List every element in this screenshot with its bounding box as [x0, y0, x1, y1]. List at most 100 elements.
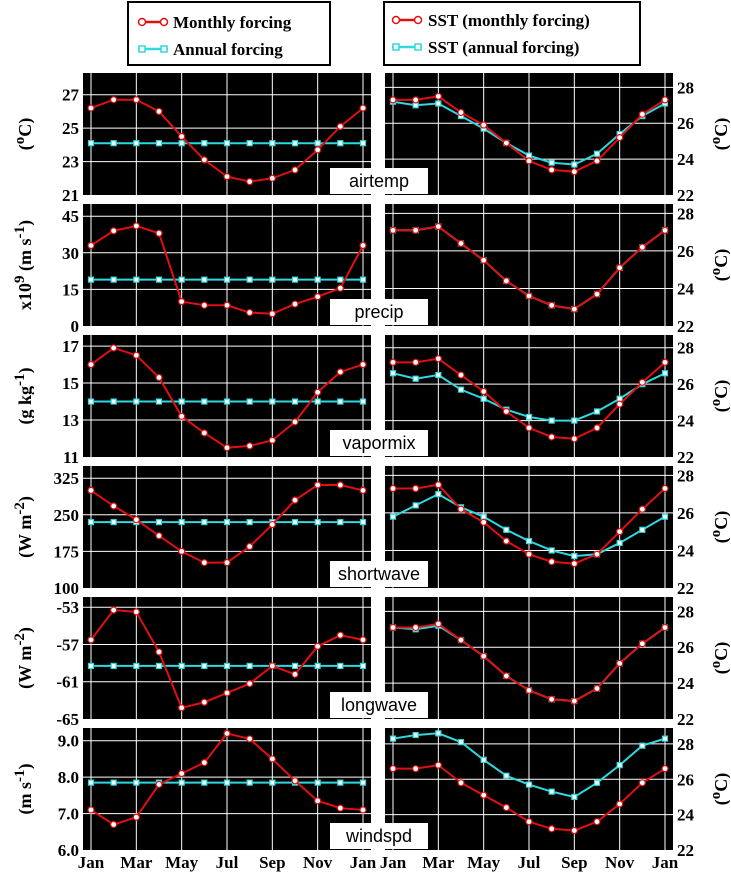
monthly-forcing-point [336, 368, 344, 376]
annual-forcing-point [291, 140, 299, 147]
annual-forcing-point [337, 519, 344, 526]
y-tick-label: 17 [62, 337, 80, 356]
sst-monthly-point [548, 825, 556, 833]
annual-forcing-point [155, 662, 163, 670]
annual-forcing-point [178, 779, 185, 786]
y-tick-label: 23 [62, 153, 79, 172]
sst-monthly-point [480, 518, 488, 526]
y-tick-label: 27 [62, 86, 80, 105]
monthly-forcing-point [155, 373, 163, 382]
sst-annual-point [435, 371, 442, 379]
y-tick-label: 8.0 [58, 768, 79, 787]
y-tick-label: 100 [54, 579, 80, 598]
sst-monthly-point [570, 435, 578, 443]
monthly-forcing-point [291, 496, 299, 504]
monthly-forcing-point [314, 797, 322, 805]
monthly-forcing-point [314, 293, 322, 301]
left-x-tick-label: Nov [303, 853, 333, 872]
monthly-forcing-point [132, 351, 140, 359]
sst-monthly-point [502, 803, 510, 812]
y-tick-label: -61 [56, 673, 79, 692]
variable-tag: longwave [341, 695, 417, 715]
sst-annual-point [661, 735, 669, 742]
annual-forcing-point [133, 398, 140, 405]
annual-forcing-point [110, 779, 117, 786]
monthly-forcing-point [336, 481, 344, 489]
legend-left: Monthly forcing Annual forcing [127, 1, 331, 66]
monthly-forcing-point [268, 520, 276, 529]
y-tick-label: 250 [54, 506, 80, 525]
monthly-forcing-point [359, 486, 367, 494]
sst-monthly-point [525, 424, 533, 432]
sst-annual-point [593, 408, 601, 415]
legend-monthly-marker [159, 17, 169, 27]
left-x-tick-label: Jan [350, 853, 377, 872]
sst-monthly-point [457, 239, 465, 248]
sst-annual-point [548, 788, 555, 795]
sst-monthly-point [525, 550, 533, 558]
sst-annual-point [412, 731, 419, 739]
annual-forcing-point [314, 276, 321, 283]
legend-left-box [127, 1, 331, 66]
sst-monthly-point [457, 108, 465, 117]
monthly-forcing-point [336, 804, 344, 812]
monthly-forcing-point [87, 241, 95, 250]
sst-monthly-point [480, 652, 488, 660]
monthly-forcing-point [223, 301, 231, 309]
right-x-tick-label: Jan [380, 853, 407, 872]
sst-monthly-point [502, 672, 510, 680]
annual-forcing-point [155, 398, 163, 405]
sst-monthly-point [457, 636, 465, 644]
sst-monthly-point [638, 378, 646, 386]
sst-annual-point [639, 526, 646, 533]
monthly-forcing-point [359, 636, 367, 644]
sst-annual-point [389, 735, 397, 742]
sst-monthly-point [616, 400, 624, 408]
sst-monthly-point [412, 226, 420, 234]
annual-forcing-point [359, 662, 367, 670]
sst-monthly-point [480, 791, 488, 799]
panels: 2725232128262422(oC)(oC)airtemp453015028… [12, 73, 730, 872]
monthly-forcing-point [178, 704, 186, 712]
sst-monthly-point [570, 305, 578, 313]
sst-y-tick-label: 26 [677, 375, 694, 394]
sst-annual-point [480, 756, 487, 763]
right-x-tick-label: Sep [561, 853, 587, 872]
left-x-tick-label: Jan [78, 853, 105, 872]
annual-forcing-point [110, 276, 117, 283]
annual-forcing-point [178, 398, 185, 405]
sst-monthly-point [570, 168, 578, 176]
monthly-forcing-point [223, 689, 231, 697]
annual-forcing-point [87, 779, 95, 786]
sst-annual-point [661, 513, 669, 520]
y-tick-label: 30 [62, 244, 79, 263]
sst-annual-point [412, 502, 419, 509]
annual-forcing-point [314, 662, 321, 670]
sst-monthly-point [661, 623, 669, 632]
y-tick-label: 11 [63, 448, 79, 467]
legend-sst-annual-marker [392, 43, 400, 51]
sst-annual-point [593, 150, 601, 157]
annual-forcing-point [359, 276, 367, 283]
sst-monthly-point [661, 765, 669, 773]
variable-tag-box [330, 299, 428, 325]
monthly-forcing-point [155, 532, 163, 540]
annual-forcing-point [246, 662, 253, 670]
annual-forcing-point [223, 662, 231, 670]
sst-monthly-point [548, 301, 556, 309]
annual-forcing-point [133, 779, 140, 786]
sst-monthly-point [548, 558, 556, 566]
annual-forcing-point [155, 519, 163, 526]
annual-forcing-point [178, 662, 185, 670]
y-tick-label: 15 [62, 280, 79, 299]
sst-monthly-point [434, 481, 442, 489]
sst-monthly-point [502, 277, 510, 285]
annual-forcing-point [269, 398, 276, 405]
annual-forcing-point [201, 519, 208, 526]
sst-monthly-point [593, 818, 601, 826]
annual-forcing-point [269, 276, 276, 283]
monthly-forcing-point [87, 360, 95, 369]
annual-forcing-point [337, 662, 344, 670]
